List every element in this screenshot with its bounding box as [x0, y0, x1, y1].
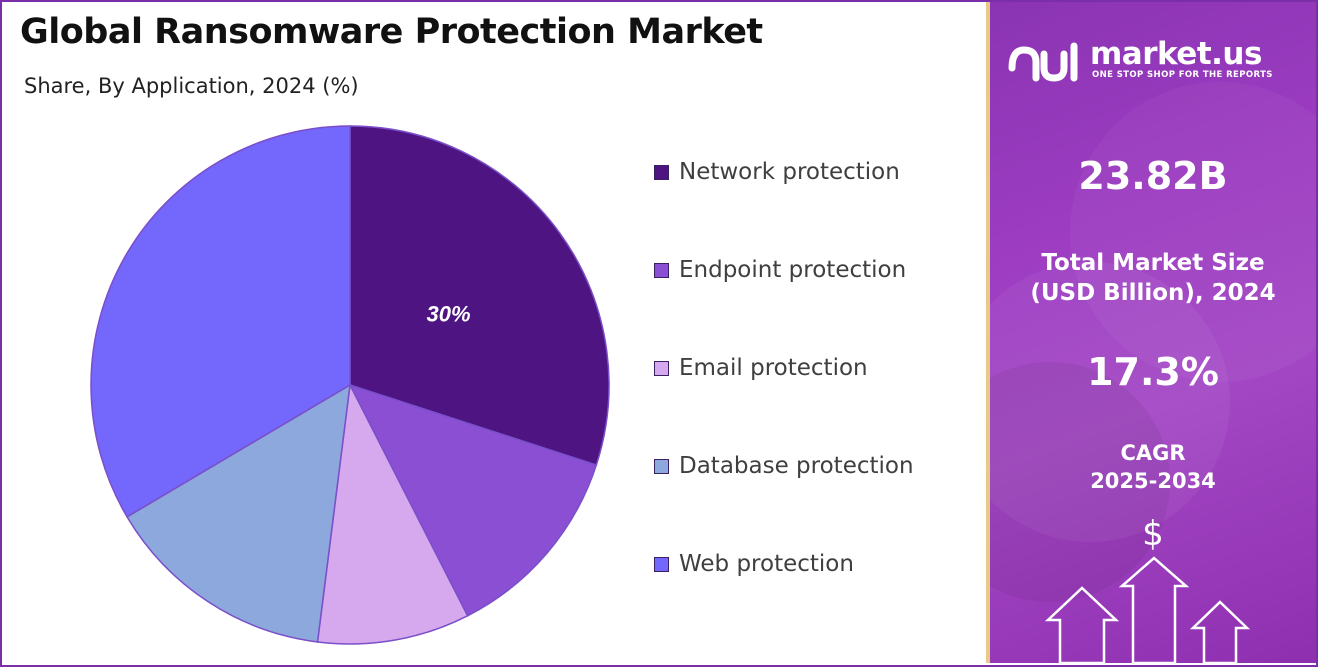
market-size-label-line1: Total Market Size — [1041, 250, 1265, 276]
legend-item: Endpoint protection — [654, 257, 906, 283]
legend-swatch — [654, 458, 669, 474]
dollar-icon: $ — [1142, 514, 1164, 554]
pie-slice-email-protection — [316, 382, 469, 645]
chart-panel: Global Ransomware Protection Market Shar… — [4, 4, 988, 665]
legend-swatch — [654, 556, 669, 572]
pie-slice-network-protection — [349, 125, 610, 466]
cagr-value: 17.3% — [1087, 350, 1219, 394]
legend-swatch — [654, 164, 669, 180]
cagr-label-line1: CAGR — [1120, 441, 1186, 465]
logo-wordmark: market.us — [1090, 36, 1262, 72]
legend-label: Email protection — [679, 355, 868, 381]
cagr-label-line2: 2025-2034 — [1090, 469, 1216, 493]
growth-arrows-icon — [1044, 556, 1251, 663]
legend-item: Database protection — [654, 453, 914, 479]
background-decoration — [990, 82, 1316, 602]
logo-mark-icon — [1008, 42, 1078, 82]
pie-slice-web-protection — [90, 125, 351, 518]
pie-chart: 30% — [90, 125, 610, 645]
market-us-logo: market.us ONE STOP SHOP FOR THE REPORTS — [1008, 34, 1308, 94]
pie-slice-database-protection — [126, 383, 351, 643]
legend-label: Database protection — [679, 453, 914, 479]
legend-item: Email protection — [654, 355, 868, 381]
chart-title: Global Ransomware Protection Market — [20, 12, 763, 52]
pie-slice-endpoint-protection — [348, 383, 598, 617]
legend-item: Web protection — [654, 551, 854, 577]
legend-swatch — [654, 360, 669, 376]
market-size-value: 23.82B — [1078, 154, 1228, 198]
legend-label: Web protection — [679, 551, 854, 577]
chart-subtitle: Share, By Application, 2024 (%) — [24, 74, 359, 98]
panel-divider — [986, 2, 990, 663]
summary-panel: market.us ONE STOP SHOP FOR THE REPORTS … — [990, 2, 1316, 663]
logo-tagline: ONE STOP SHOP FOR THE REPORTS — [1092, 70, 1273, 80]
legend-label: Network protection — [679, 159, 900, 185]
legend-label: Endpoint protection — [679, 257, 907, 283]
pie-data-label: 30% — [426, 301, 470, 326]
legend-item: Network protection — [654, 159, 900, 185]
market-size-label-line2: (USD Billion), 2024 — [1030, 280, 1276, 306]
legend-swatch — [654, 262, 669, 278]
